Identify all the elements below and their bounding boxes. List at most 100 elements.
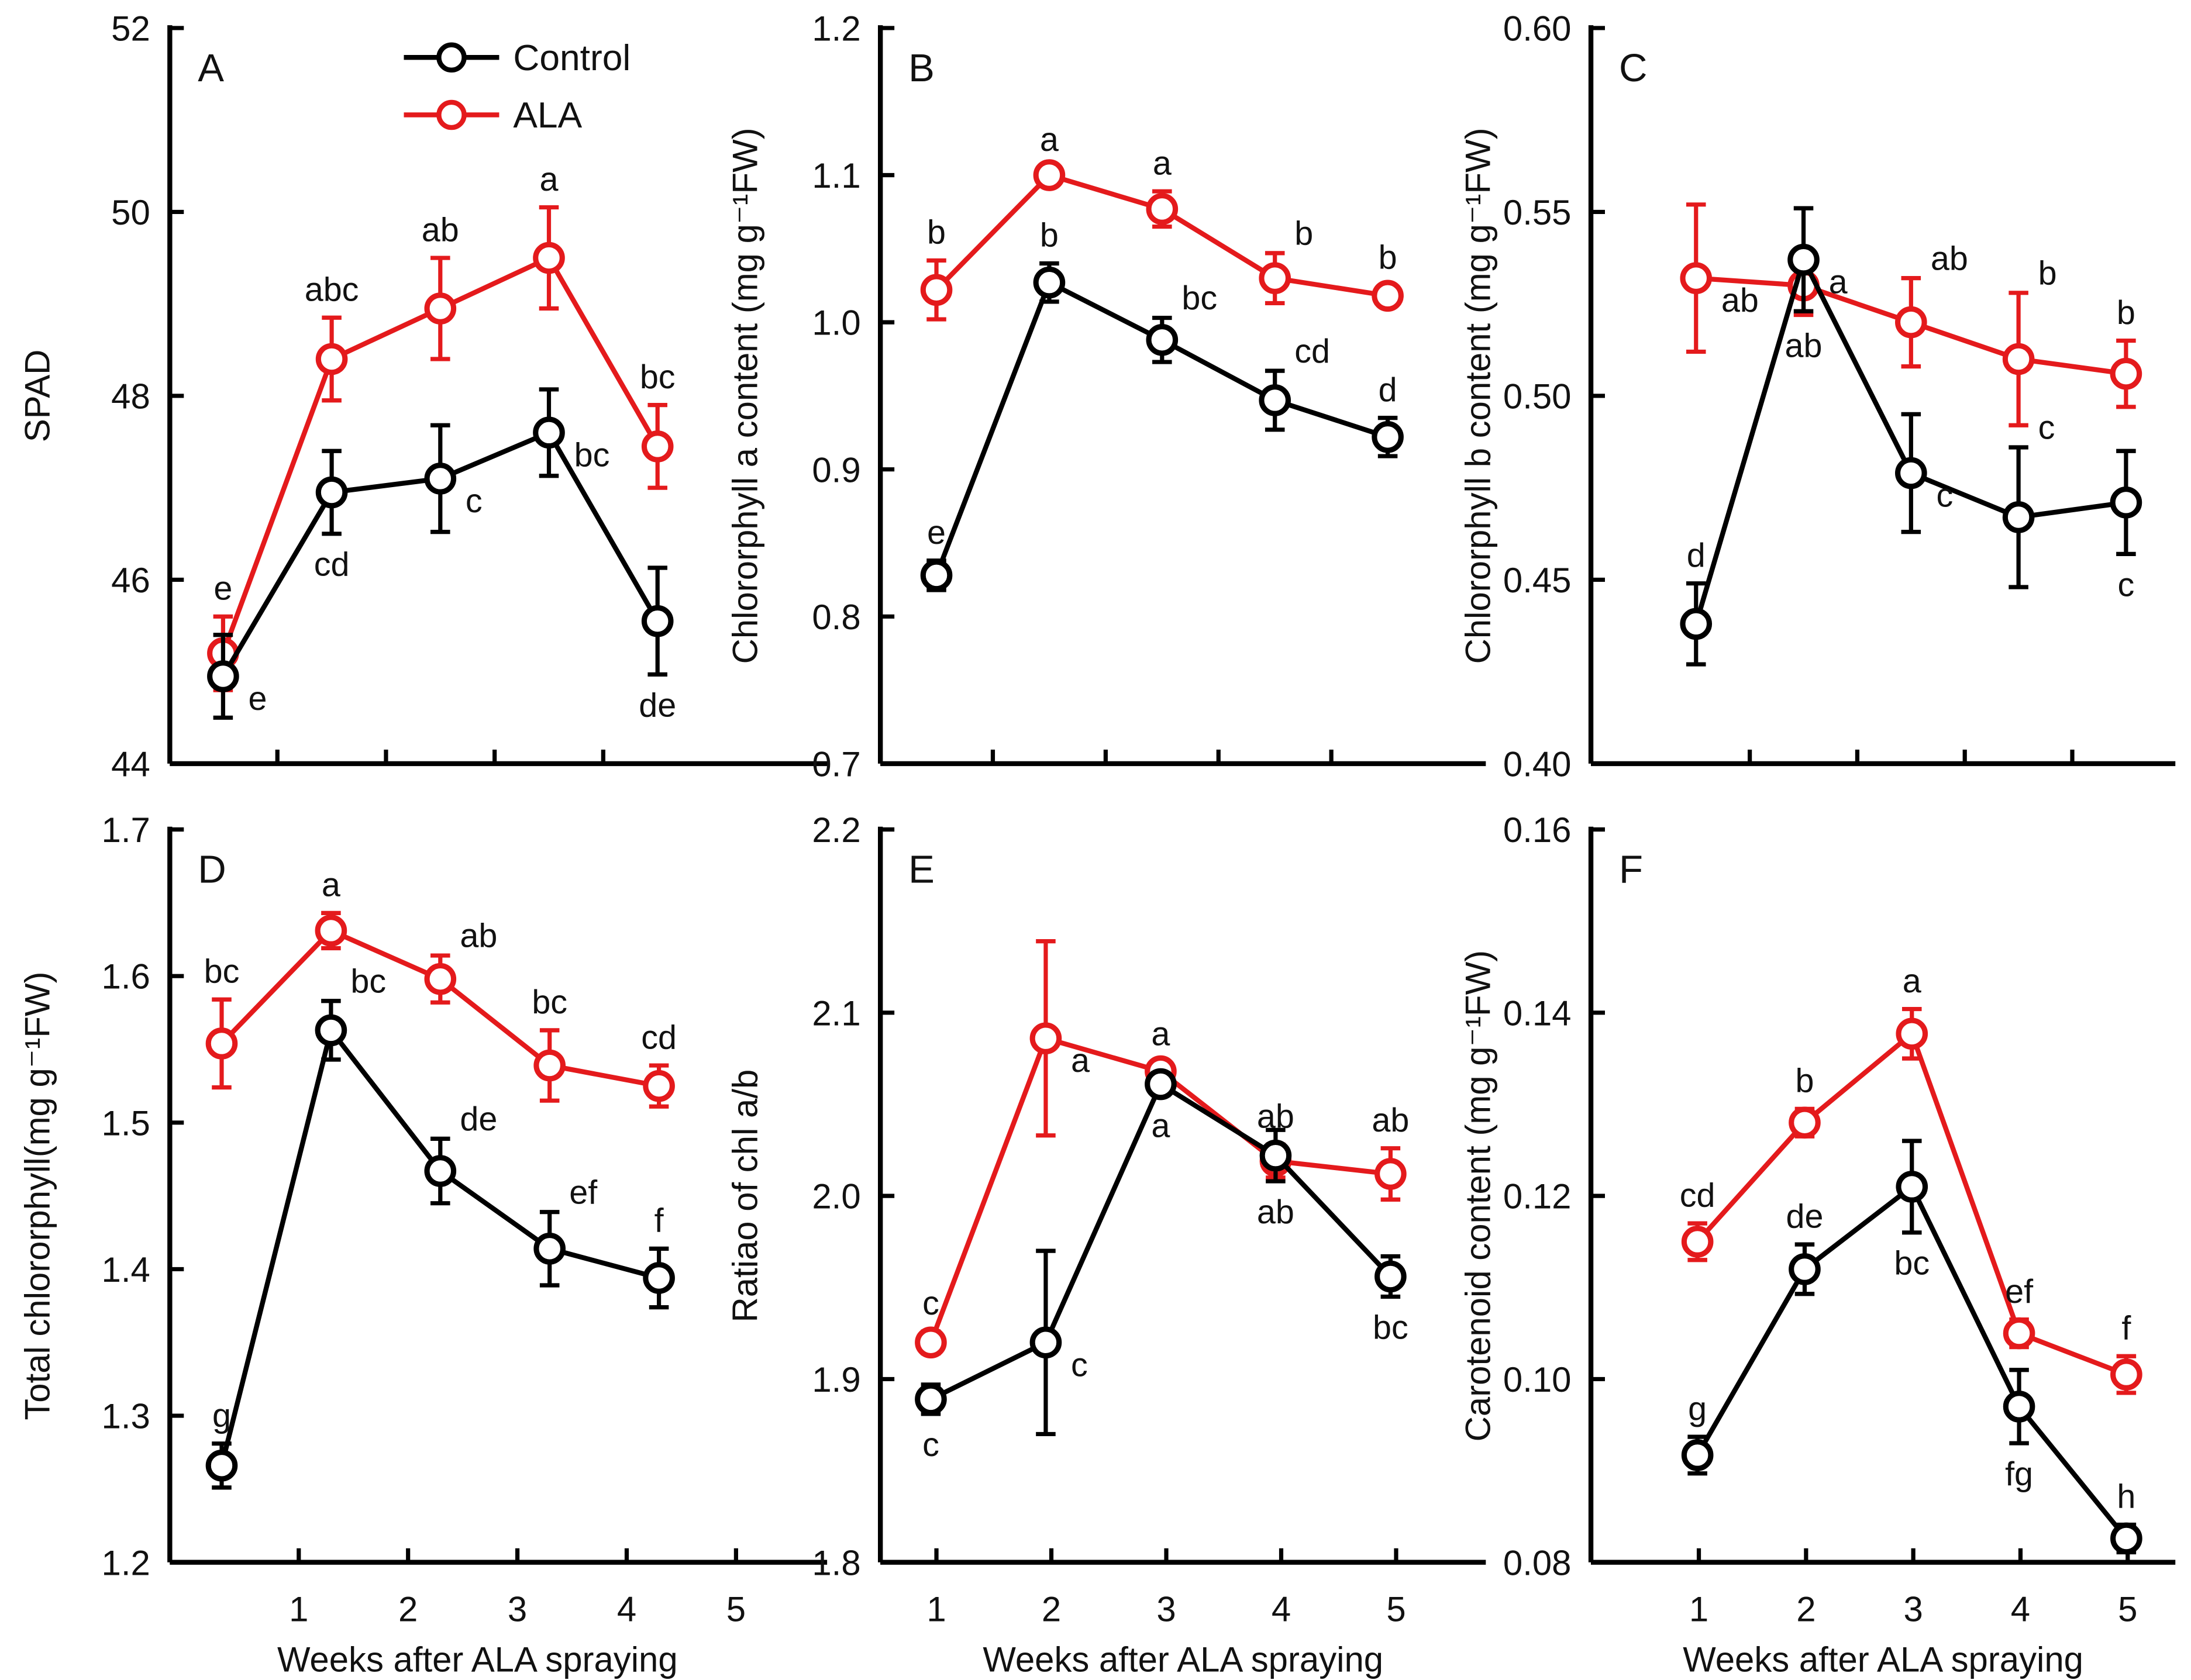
data-point [1680, 608, 1713, 640]
data-point [915, 1326, 947, 1359]
data-point [1029, 1326, 1062, 1359]
significance-letter: a [1903, 963, 1921, 1000]
y-tick-label: 0.9 [812, 450, 860, 489]
significance-letter: b [1795, 1062, 1814, 1100]
data-point [1146, 323, 1179, 356]
data-point [2003, 1317, 2035, 1350]
panel-d: 1.2 1.3 1.4 1.5 1.6 1.7 1 2 3 4 5 Weeks after ALA s… [18, 810, 828, 1679]
x-tick-label: 5 [1386, 1589, 1405, 1629]
y-tick-label: 1.9 [812, 1360, 860, 1399]
series-control: c c a ab bc [915, 1068, 1408, 1464]
data-point [643, 1070, 675, 1102]
y-tick-label: 0.08 [1503, 1543, 1572, 1582]
legend-ala-marker [436, 99, 467, 130]
data-point [315, 476, 348, 509]
x-tick-label: 4 [2011, 1589, 2030, 1629]
significance-letter: h [2117, 1478, 2135, 1516]
panel-letter: B [908, 46, 935, 90]
significance-letter: b [2038, 254, 2057, 292]
significance-letter: a [1151, 1016, 1170, 1053]
data-point [1145, 1068, 1177, 1101]
y-tick-label: 0.8 [812, 598, 860, 637]
significance-letter: f [2121, 1310, 2131, 1347]
data-point [1896, 1171, 1928, 1203]
y-tick-label: 1.8 [812, 1543, 860, 1582]
legend-ala-label: ALA [513, 95, 582, 136]
significance-letter: ab [1785, 327, 1823, 364]
x-tick-label: 4 [1272, 1589, 1291, 1629]
y-axis-label: Carotenoid content (mg g⁻¹FW) [1459, 950, 1498, 1441]
data-point [1787, 243, 1820, 276]
y-axis-label: SPAD [18, 350, 57, 443]
data-point [2002, 343, 2035, 375]
series-line [1695, 1183, 2128, 1540]
significance-letter: fg [2005, 1455, 2033, 1493]
significance-letter: cd [314, 546, 350, 584]
x-axis-label: Weeks after ALA spraying [277, 1640, 678, 1679]
significance-letter: bc [640, 358, 676, 396]
significance-letter: de [639, 687, 676, 724]
data-point [1029, 1022, 1062, 1055]
data-point [1259, 384, 1291, 416]
y-tick-label: 0.60 [1503, 9, 1572, 48]
data-point [424, 292, 457, 325]
y-tick-label: 1.2 [102, 1543, 150, 1582]
y-axis-label: Total chlororphyll(mg g⁻¹FW) [18, 972, 57, 1420]
significance-letter: c [2118, 566, 2135, 603]
data-point [2110, 357, 2142, 390]
data-point [641, 605, 674, 637]
significance-letter: bc [1373, 1309, 1408, 1346]
significance-letter: b [927, 214, 946, 251]
data-point [1259, 262, 1291, 294]
panel-letter: E [908, 848, 935, 892]
significance-letter: g [1688, 1390, 1707, 1427]
significance-letter: bc [574, 436, 610, 474]
x-tick-label: 5 [2118, 1589, 2137, 1629]
x-tick-label: 3 [508, 1589, 527, 1629]
significance-letter: d [1379, 371, 1397, 409]
data-point [315, 1014, 347, 1047]
significance-letter: ab [1721, 282, 1759, 319]
data-point [1681, 1439, 1714, 1471]
x-tick-label: 2 [398, 1589, 418, 1629]
y-tick-label: 0.45 [1503, 561, 1572, 600]
data-point [424, 1155, 457, 1187]
significance-letter: cd [1680, 1177, 1715, 1214]
y-tick-label: 50 [111, 193, 150, 232]
data-point [915, 1383, 947, 1416]
series-control: e b bc cd d [920, 217, 1404, 592]
x-tick-label: 2 [1796, 1589, 1816, 1629]
y-tick-label: 1.7 [102, 810, 150, 850]
data-point [1374, 1260, 1407, 1293]
series-line [219, 1024, 660, 1467]
series-control: g de bc fg h [1681, 1139, 2142, 1555]
data-point [1372, 421, 1404, 453]
x-tick-label: 1 [926, 1589, 946, 1629]
significance-letter: g [212, 1397, 231, 1434]
significance-letter: b [2117, 294, 2135, 332]
y-tick-label: 1.1 [812, 156, 860, 195]
y-tick-label: 1.0 [812, 303, 860, 343]
panel-letter: F [1619, 848, 1643, 892]
data-point [1896, 1017, 1928, 1050]
data-point [2110, 1358, 2142, 1391]
data-point [1895, 306, 1927, 339]
y-tick-label: 0.7 [812, 744, 860, 784]
data-point [315, 915, 347, 947]
data-point [2003, 1391, 2035, 1423]
y-tick-label: 0.10 [1503, 1360, 1572, 1399]
y-tick-label: 0.55 [1503, 193, 1572, 232]
significance-letter: a [540, 161, 559, 198]
data-point [1033, 159, 1066, 191]
significance-letter: b [1379, 239, 1397, 276]
significance-letter: b [1294, 215, 1313, 252]
significance-letter: ef [2005, 1273, 2034, 1310]
x-tick-label: 5 [726, 1589, 746, 1629]
significance-letter: a [1040, 121, 1059, 158]
x-tick-label: 4 [617, 1589, 636, 1629]
y-tick-label: 0.40 [1503, 744, 1572, 784]
significance-letter: e [213, 570, 232, 608]
y-axis-label: Ratiao of chl a/b [725, 1070, 764, 1323]
